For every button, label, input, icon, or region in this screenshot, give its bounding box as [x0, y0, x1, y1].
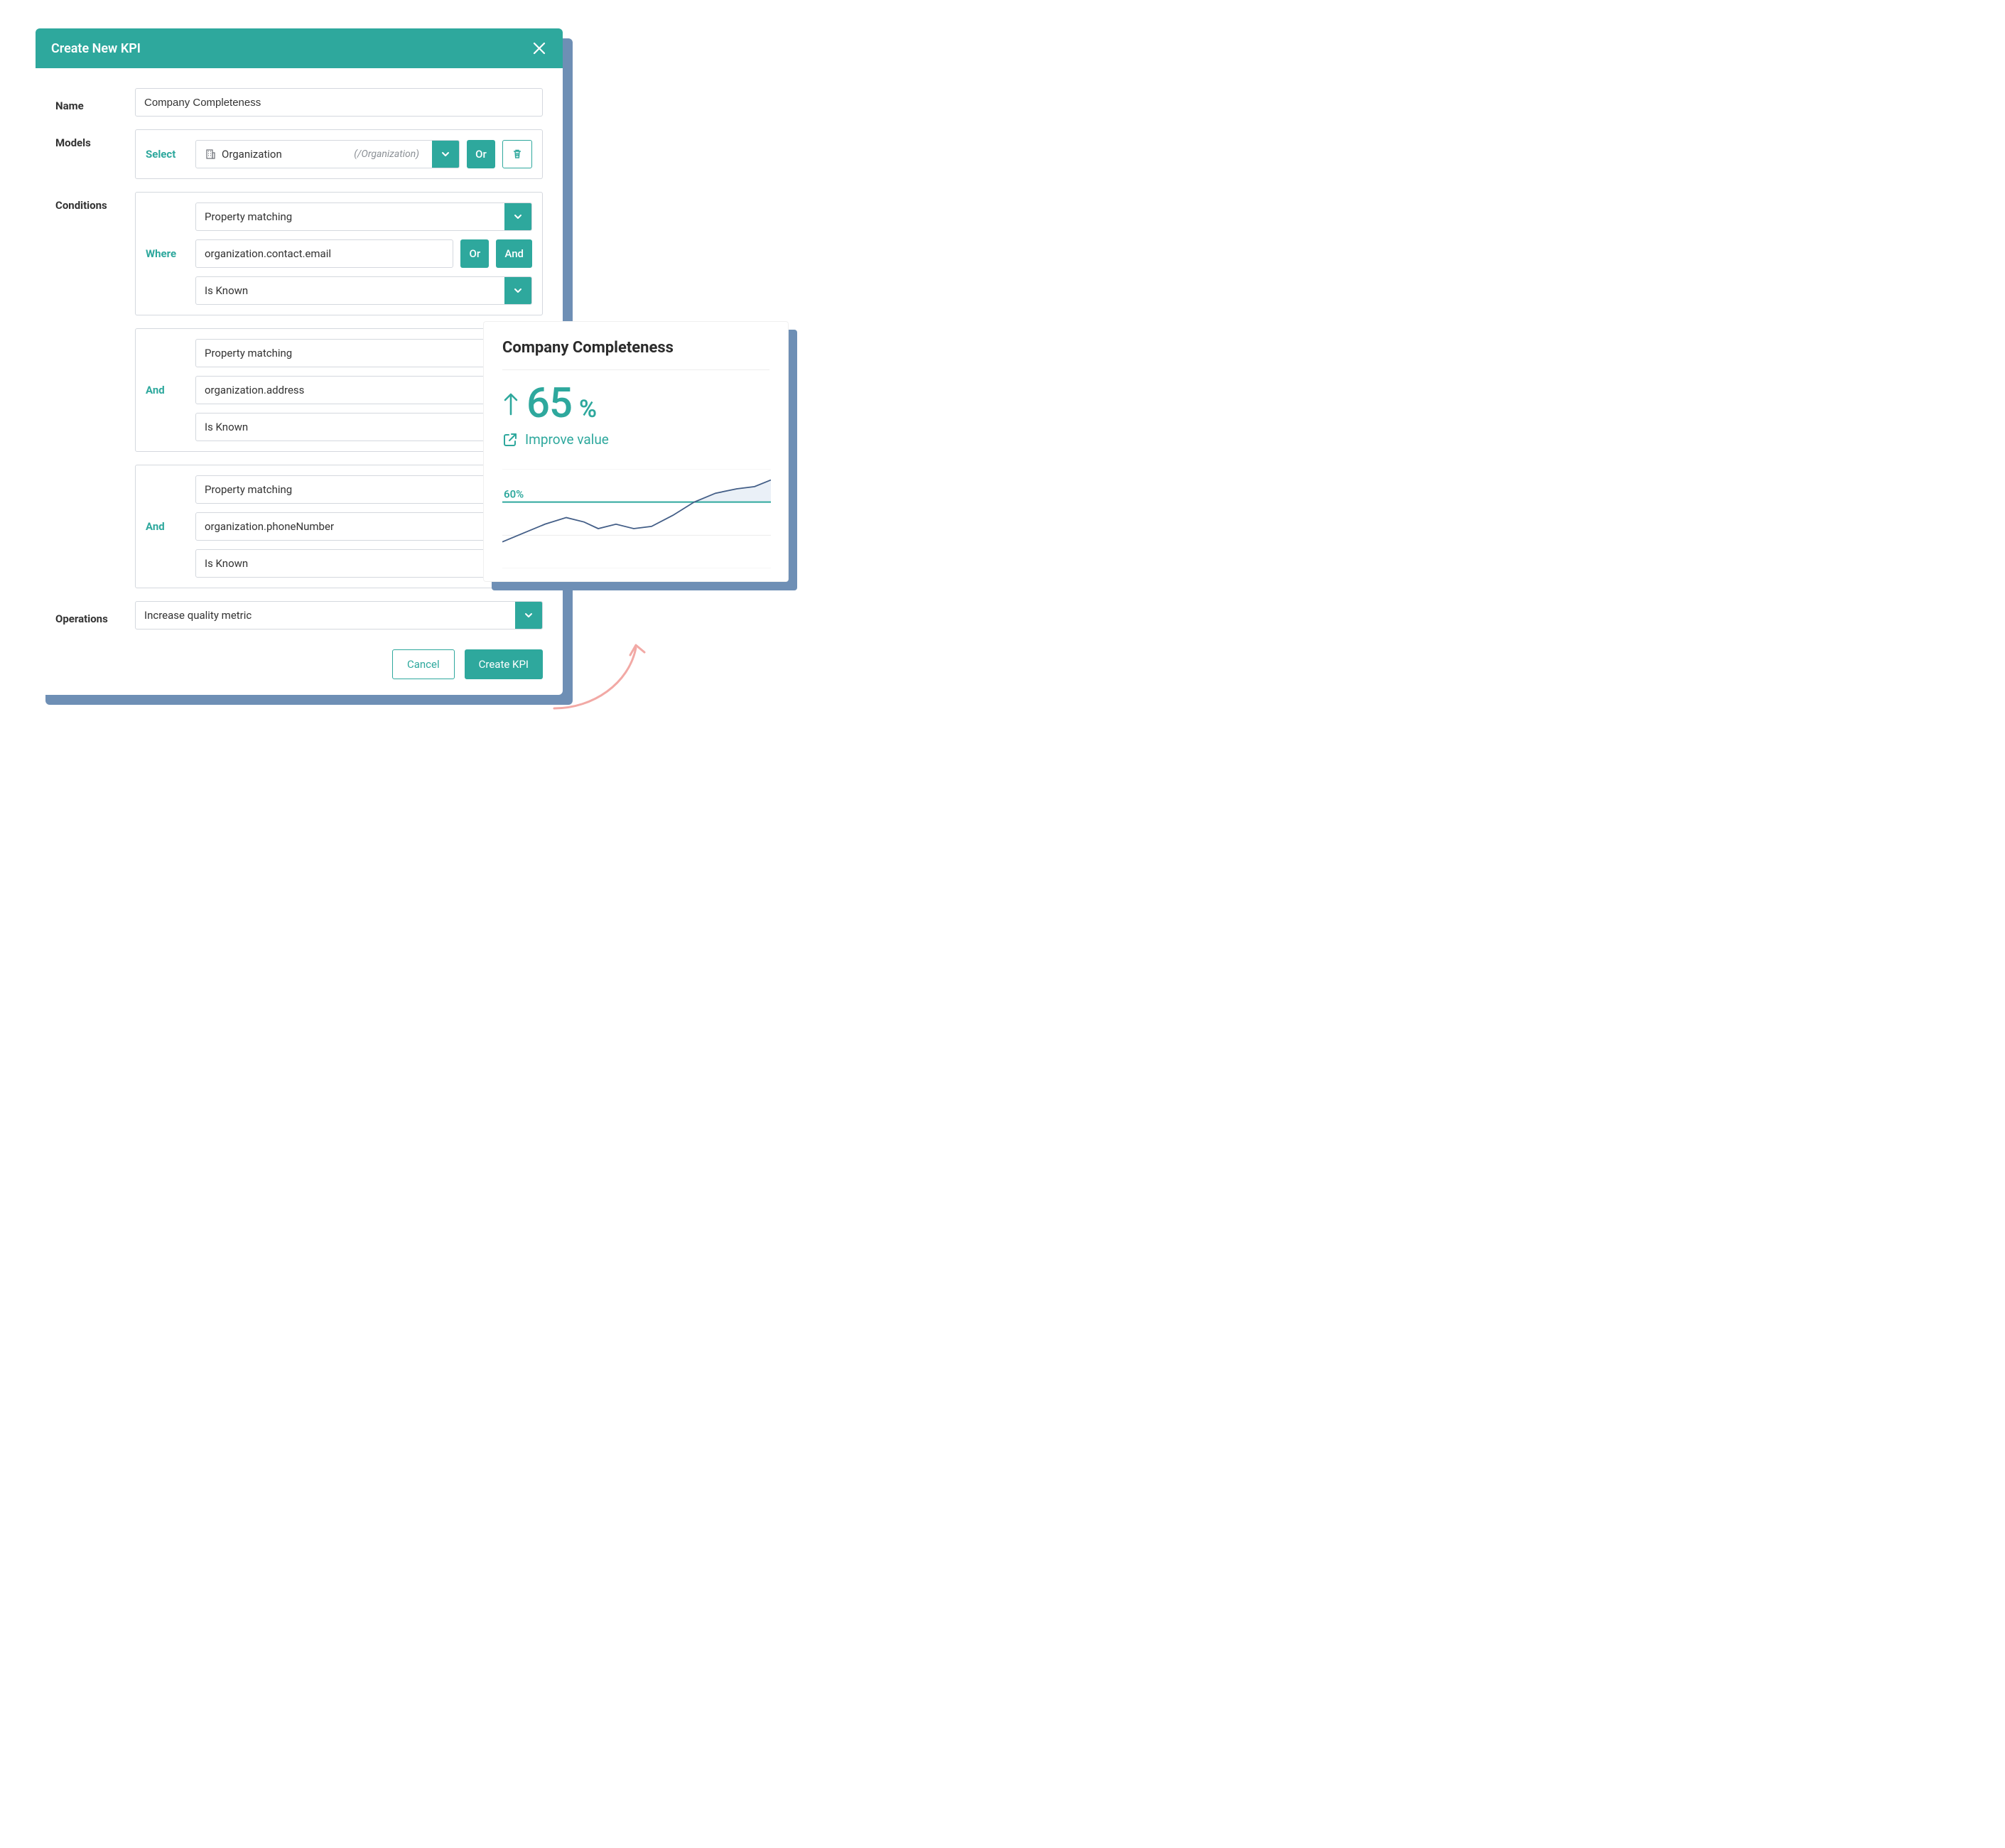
condition-property-input[interactable]: organization.contact.email [195, 239, 453, 268]
models-hint: (/Organization) [354, 148, 423, 160]
condition-property-value: organization.address [205, 384, 304, 396]
models-select[interactable]: Organization (/Organization) [195, 140, 460, 168]
condition-group-label: Where [146, 247, 185, 260]
models-group-label: Select [146, 148, 185, 161]
svg-text:60%: 60% [504, 488, 524, 501]
condition-type-value: Property matching [205, 483, 292, 496]
trash-icon [512, 148, 523, 160]
building-icon [205, 148, 216, 160]
operations-value: Increase quality metric [144, 609, 252, 622]
operations-label: Operations [55, 605, 135, 625]
models-or-button[interactable]: Or [467, 140, 495, 168]
kpi-value: 65 [526, 383, 572, 424]
condition-type-select[interactable]: Property matching [195, 202, 532, 231]
arrow-up-icon [502, 391, 519, 416]
condition-group: Where Property matching organization.conta… [135, 192, 543, 315]
chevron-down-icon [515, 602, 542, 629]
condition-type-select[interactable]: Property matching [195, 339, 532, 367]
models-value: Organization [222, 148, 282, 161]
name-input[interactable] [135, 88, 543, 117]
chevron-down-icon [432, 141, 459, 168]
condition-property-value: organization.phoneNumber [205, 520, 334, 533]
condition-group: And Property matching organization.address… [135, 328, 543, 452]
chevron-down-icon [504, 277, 531, 304]
kpi-chart: 60% [502, 469, 769, 568]
condition-check-value: Is Known [205, 284, 248, 297]
kpi-action-label: Improve value [525, 431, 609, 448]
condition-or-button[interactable]: Or [460, 239, 489, 268]
condition-group-label: And [146, 384, 185, 396]
condition-check-select[interactable]: Is Known [195, 549, 532, 578]
condition-check-value: Is Known [205, 421, 248, 433]
improve-value-link[interactable]: Improve value [502, 431, 769, 448]
condition-group-label: And [146, 520, 185, 533]
condition-property-input[interactable]: organization.phoneNumber [195, 512, 497, 541]
models-group: Select [135, 129, 543, 179]
create-kpi-button[interactable]: Create KPI [465, 649, 543, 679]
kpi-percent: % [579, 395, 597, 423]
condition-property-value: organization.contact.email [205, 247, 331, 260]
chevron-down-icon [504, 203, 531, 230]
close-icon[interactable] [531, 40, 547, 56]
condition-type-value: Property matching [205, 347, 292, 360]
cancel-button[interactable]: Cancel [392, 649, 455, 679]
kpi-title: Company Completeness [502, 339, 769, 370]
condition-type-select[interactable]: Property matching [195, 475, 532, 504]
external-link-icon [502, 432, 518, 448]
modal-title: Create New KPI [51, 41, 141, 56]
condition-check-value: Is Known [205, 557, 248, 570]
models-delete-button[interactable] [502, 140, 532, 168]
modal-header: Create New KPI [36, 28, 563, 68]
kpi-value-row: 65 % [502, 383, 769, 424]
operations-select[interactable]: Increase quality metric [135, 601, 543, 629]
condition-and-button[interactable]: And [496, 239, 532, 268]
conditions-label: Conditions [55, 192, 135, 212]
condition-check-select[interactable]: Is Known [195, 413, 532, 441]
models-label: Models [55, 129, 135, 149]
name-label: Name [55, 92, 135, 112]
connector-arrow [551, 641, 664, 719]
condition-group: And Property matching organization.phoneNu… [135, 465, 543, 588]
kpi-card: Company Completeness 65 % Improve value … [483, 321, 789, 582]
condition-check-select[interactable]: Is Known [195, 276, 532, 305]
condition-property-input[interactable]: organization.address [195, 376, 497, 404]
condition-type-value: Property matching [205, 210, 292, 223]
